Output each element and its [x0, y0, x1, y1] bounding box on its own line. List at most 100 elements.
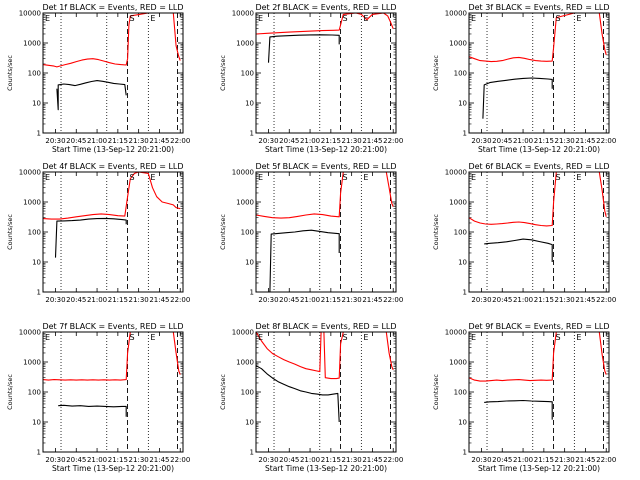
x-tick-label: 21:00	[513, 296, 533, 304]
y-axis-label: Counts/sec	[6, 55, 14, 91]
y-tick-label: 1	[463, 130, 467, 138]
x-tick-label: 21:15	[108, 296, 128, 304]
x-tick-label: 21:45	[149, 296, 169, 304]
x-tick-label: 20:30	[258, 456, 278, 464]
x-tick-label: 20:45	[279, 296, 299, 304]
x-tick-label: 20:30	[471, 137, 491, 145]
x-tick-label: 21:00	[87, 296, 107, 304]
marker-label: E	[45, 333, 50, 342]
x-tick-label: 22:00	[383, 137, 403, 145]
x-tick-label: 21:45	[362, 456, 382, 464]
y-tick-label: 10000	[19, 169, 41, 177]
x-tick-label: 20:45	[66, 137, 86, 145]
events-trace	[269, 229, 340, 293]
y-tick-label: 10	[458, 259, 467, 267]
panel-title: Det 8f BLACK = Events, RED = LLD	[255, 322, 396, 331]
y-tick-label: 1000	[449, 199, 467, 207]
x-tick-label: 21:15	[108, 137, 128, 145]
x-tick-label: 21:30	[342, 137, 362, 145]
y-tick-label: 10000	[445, 10, 467, 18]
y-tick-label: 1	[250, 289, 254, 297]
x-axis-label: Start Time (13-Sep-12 20:21:00)	[265, 464, 387, 473]
marker-label: S	[556, 173, 561, 182]
y-tick-label: 10000	[232, 169, 254, 177]
marker-label: E	[45, 14, 50, 23]
marker-label: E	[363, 333, 368, 342]
marker-label: E	[576, 333, 581, 342]
marker-label: E	[45, 173, 50, 182]
x-tick-label: 22:00	[596, 296, 616, 304]
y-tick-label: 100	[241, 229, 254, 237]
x-tick-label: 22:00	[170, 296, 190, 304]
marker-label: S	[556, 333, 561, 342]
plot-frame	[42, 171, 184, 293]
panel-1: Det 1f BLACK = Events, RED = LLD Counts/s…	[6, 3, 190, 154]
y-axis-label: Counts/sec	[432, 374, 440, 410]
y-tick-label: 1000	[236, 40, 254, 48]
y-tick-label: 100	[241, 70, 254, 78]
x-tick-label: 20:45	[66, 296, 86, 304]
x-tick-label: 20:30	[45, 137, 65, 145]
marker-label: S	[343, 14, 348, 23]
x-tick-label: 20:30	[258, 137, 278, 145]
y-tick-label: 1000	[236, 199, 254, 207]
marker-label: E	[576, 14, 581, 23]
lld-trace	[468, 171, 607, 227]
marker-label: E	[150, 173, 155, 182]
y-tick-label: 1	[463, 289, 467, 297]
y-tick-label: 10000	[19, 10, 41, 18]
marker-label: E	[258, 333, 263, 342]
x-tick-label: 21:15	[534, 296, 554, 304]
events-trace	[56, 80, 127, 111]
y-axis-label: Counts/sec	[219, 214, 227, 250]
events-trace	[255, 365, 340, 423]
marker-label: S	[343, 173, 348, 182]
x-axis-label: Start Time (13-Sep-12 20:21:00)	[265, 145, 387, 154]
y-tick-label: 10	[32, 419, 41, 427]
y-tick-label: 100	[454, 389, 467, 397]
x-tick-label: 22:00	[596, 137, 616, 145]
y-tick-label: 10	[245, 259, 254, 267]
x-axis-label: Start Time (13-Sep-12 20:21:00)	[478, 464, 600, 473]
y-tick-label: 10	[458, 419, 467, 427]
x-tick-label: 21:00	[300, 456, 320, 464]
x-tick-label: 20:30	[471, 456, 491, 464]
x-tick-label: 22:00	[383, 456, 403, 464]
y-tick-label: 1	[250, 449, 254, 457]
panel-title: Det 4f BLACK = Events, RED = LLD	[42, 162, 183, 171]
y-tick-label: 1	[250, 130, 254, 138]
x-tick-label: 20:45	[492, 137, 512, 145]
y-tick-label: 1000	[23, 359, 41, 367]
marker-label: E	[576, 173, 581, 182]
y-axis-label: Counts/sec	[219, 55, 227, 91]
plot-frame	[42, 331, 184, 453]
lld-trace	[468, 12, 607, 63]
y-tick-label: 1000	[449, 40, 467, 48]
y-axis-label: Counts/sec	[6, 214, 14, 250]
x-tick-label: 21:45	[149, 137, 169, 145]
x-axis-label: Start Time (13-Sep-12 20:21:00)	[478, 145, 600, 154]
x-tick-label: 21:30	[555, 456, 575, 464]
y-tick-label: 10000	[445, 329, 467, 337]
y-tick-label: 1000	[23, 40, 41, 48]
marker-label: E	[363, 173, 368, 182]
events-trace	[484, 399, 553, 420]
y-tick-label: 10	[458, 100, 467, 108]
panel-6: Det 6f BLACK = Events, RED = LLD Counts/s…	[432, 162, 616, 304]
marker-label: E	[150, 14, 155, 23]
plot-frame	[468, 331, 610, 453]
y-axis-label: Counts/sec	[432, 55, 440, 91]
x-tick-label: 22:00	[383, 296, 403, 304]
panel-title: Det 3f BLACK = Events, RED = LLD	[468, 3, 609, 12]
marker-label: S	[343, 333, 348, 342]
y-tick-label: 1000	[236, 359, 254, 367]
panel-7: Det 7f BLACK = Events, RED = LLD Counts/s…	[6, 322, 190, 473]
lld-trace	[468, 331, 607, 382]
x-tick-label: 21:00	[300, 296, 320, 304]
marker-label: E	[258, 173, 263, 182]
x-tick-label: 21:30	[342, 296, 362, 304]
x-tick-label: 21:15	[108, 456, 128, 464]
panel-title: Det 2f BLACK = Events, RED = LLD	[255, 3, 396, 12]
y-tick-label: 1000	[23, 199, 41, 207]
events-trace	[267, 34, 340, 63]
